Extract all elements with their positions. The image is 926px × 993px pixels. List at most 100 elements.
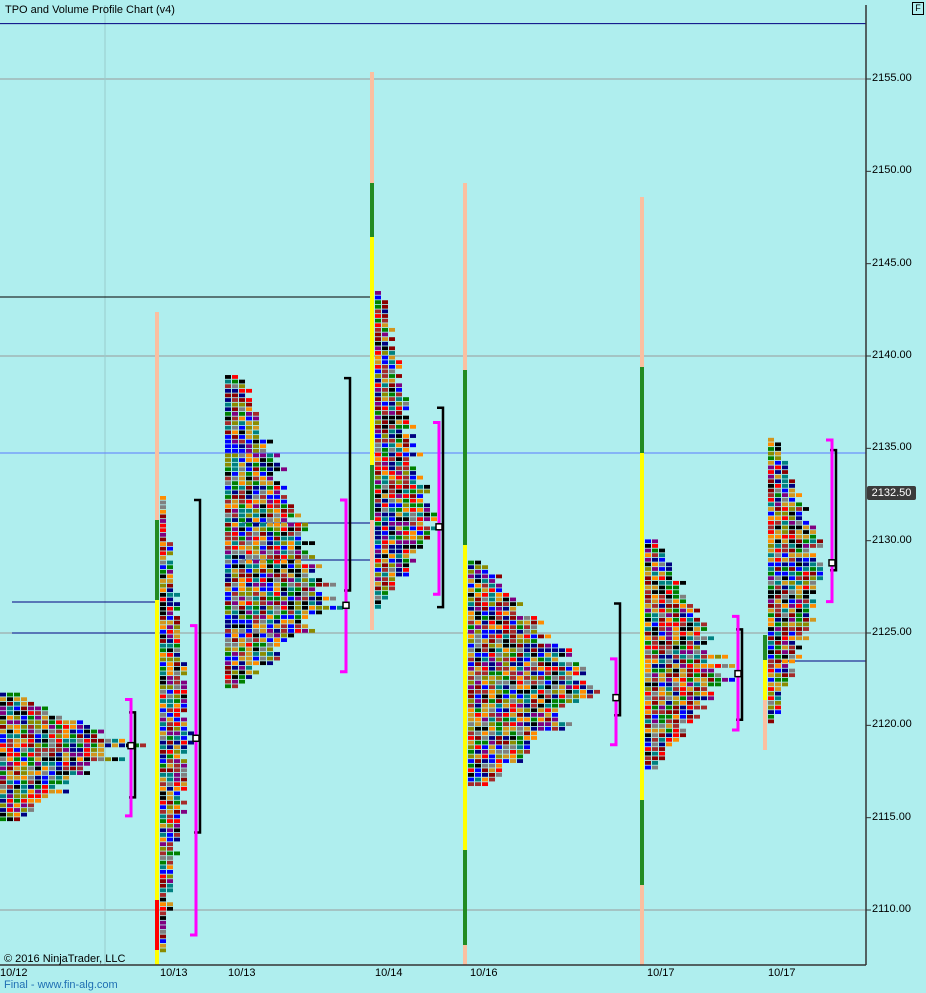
tpo-block [403,443,409,448]
tpo-block [225,384,231,389]
tpo-block [701,627,707,631]
tpo-block [42,711,48,715]
tpo-block [288,536,294,541]
tpo-block [160,902,166,907]
tpo-block [98,752,104,757]
tpo-block [503,639,509,643]
tpo-block [775,631,781,636]
tpo-block [174,694,180,699]
tpo-block [260,647,266,652]
tpo-block [246,573,252,578]
tpo-block [475,616,481,620]
tpo-block [302,568,308,573]
tpo-block [63,761,69,766]
value-area-bracket [125,697,133,818]
tpo-block [652,580,658,585]
tpo-block [288,568,294,573]
tpo-block [160,929,166,934]
tpo-block [517,694,523,699]
tpo-block [253,619,259,624]
tpo-block [652,650,658,655]
tpo-block [239,624,245,629]
tpo-block [253,435,259,439]
tpo-block [389,558,395,563]
tpo-block [28,771,34,775]
tpo-block [768,705,774,710]
tpo-block [775,497,781,502]
tpo-block [225,508,231,513]
tpo-block [274,536,280,541]
tpo-block [694,668,700,673]
tpo-block [246,541,252,546]
tpo-block [160,925,166,930]
tpo-block [77,771,83,775]
tpo-block [253,495,259,499]
tpo-block [789,617,795,622]
tpo-block [559,685,565,690]
tpo-block [652,590,658,594]
tpo-block [253,550,259,555]
tpo-block [56,724,62,729]
tpo-block [503,694,509,699]
tpo-block [673,719,679,724]
tpo-block [253,416,259,421]
tpo-block [524,620,530,625]
tpo-block [167,777,173,782]
tpo-block [232,578,238,582]
tpo-block [375,309,381,314]
tpo-block [225,462,231,467]
tpo-block [260,555,266,559]
tpo-block [552,685,558,690]
tpo-block [687,719,693,724]
tpo-block [63,780,69,785]
tpo-block [782,502,788,507]
tpo-block [28,729,34,734]
tpo-block [489,616,495,620]
tpo-block [225,652,231,656]
tpo-block [531,639,537,643]
tpo-block [188,740,194,745]
tpo-block [489,754,495,759]
tpo-block [246,407,252,412]
tpo-block [680,719,686,724]
tpo-block [267,504,273,509]
tpo-block [531,616,537,620]
tpo-block [167,856,173,860]
tpo-block [42,738,48,743]
tpo-block [389,364,395,369]
tpo-block [225,481,231,486]
tpo-block [21,775,27,780]
tpo-block [789,511,795,516]
tpo-block [482,703,488,708]
tpo-block [42,789,48,794]
tpo-block [489,574,495,579]
tpo-block [538,676,544,680]
footer-link[interactable]: Final - www.fin-alg.com [4,979,118,991]
tpo-block [174,745,180,750]
tpo-block [167,602,173,606]
tpo-block [666,604,672,608]
tpo-block [475,703,481,708]
tpo-block [789,594,795,599]
tpo-block [375,318,381,323]
tpo-block [260,467,266,472]
tpo-block [489,685,495,690]
tpo-block [119,743,125,748]
tpo-block [167,579,173,583]
tpo-block [253,596,259,601]
tpo-block [382,401,388,406]
tpo-block [489,777,495,782]
tpo-block [708,691,714,696]
flag-button[interactable]: F [912,2,924,15]
tpo-block [181,703,187,708]
tpo-block [775,696,781,701]
tpo-block [475,620,481,625]
tpo-block [225,656,231,661]
tpo-block [803,507,809,511]
tpo-block [267,522,273,527]
tpo-block [810,590,816,594]
tpo-block [410,540,416,545]
tpo-block [160,906,166,911]
tpo-block [174,620,180,625]
tpo-block [267,573,273,578]
